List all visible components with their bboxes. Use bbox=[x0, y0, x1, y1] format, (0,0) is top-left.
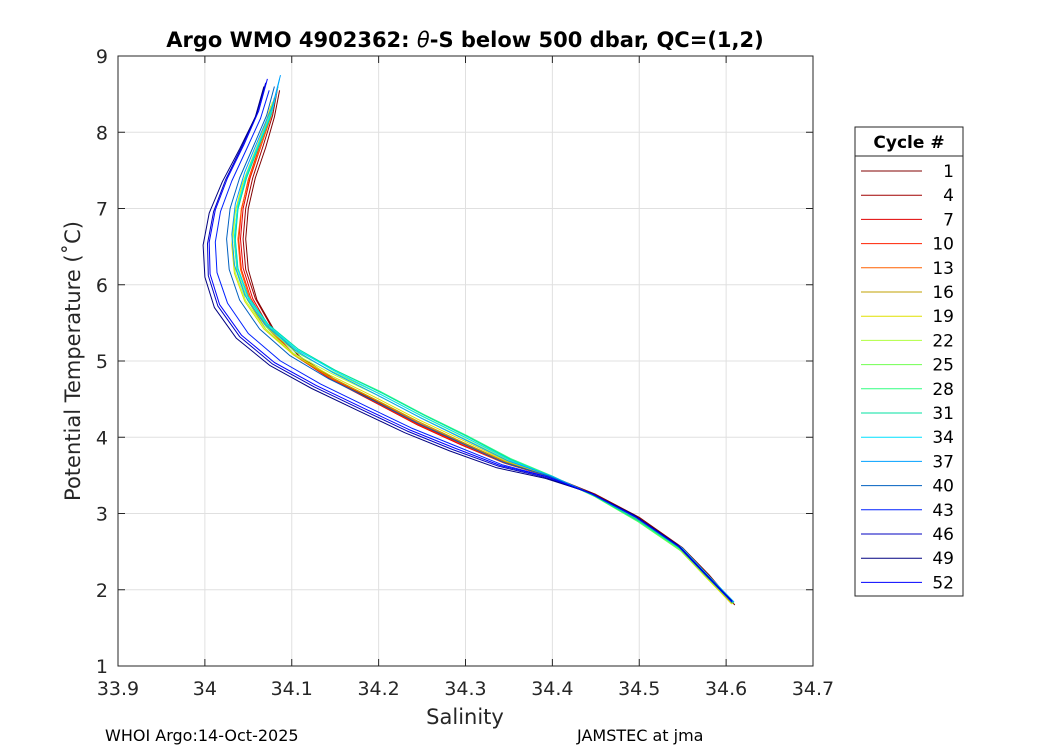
legend-label-cycle-19: 19 bbox=[932, 307, 954, 327]
legend-title: Cycle # bbox=[873, 133, 944, 153]
legend-box bbox=[854, 126, 964, 597]
legend-label-cycle-13: 13 bbox=[932, 259, 954, 279]
y-axis-ticks: 1 2 3 4 5 6 7 8 9 bbox=[96, 46, 813, 678]
title-prefix: Argo WMO 4902362: bbox=[166, 28, 417, 52]
x-tick-label: 34.5 bbox=[618, 678, 660, 700]
y-tick-label: 5 bbox=[96, 351, 108, 373]
y-tick-label: 7 bbox=[96, 199, 108, 221]
y-tick-label: 2 bbox=[96, 580, 108, 602]
y-tick-label: 4 bbox=[96, 427, 108, 449]
legend-label-cycle-46: 46 bbox=[932, 525, 954, 545]
y-tick-label: 9 bbox=[96, 46, 108, 68]
series-line-cycle-49 bbox=[202, 86, 732, 601]
legend-label-cycle-16: 16 bbox=[932, 283, 954, 303]
legend-label-cycle-1: 1 bbox=[943, 162, 954, 182]
footer-source: WHOI Argo:14-Oct-2025 bbox=[105, 726, 299, 745]
legend-label-cycle-7: 7 bbox=[943, 210, 954, 230]
y-axis-label: Potential Temperature (˚C) bbox=[61, 221, 85, 501]
legend: Cycle # 1 4 7 10 13 16 19 22 25 28 31 34 37 40 43 46 49 5… bbox=[854, 126, 964, 597]
series-lines bbox=[202, 74, 736, 606]
legend-label-cycle-34: 34 bbox=[932, 428, 954, 448]
title-suffix: -S below 500 dbar, QC=(1,2) bbox=[430, 28, 764, 52]
grid-lines bbox=[117, 55, 814, 667]
series-line-cycle-31 bbox=[234, 86, 735, 603]
legend-label-cycle-22: 22 bbox=[932, 331, 954, 351]
legend-label-cycle-43: 43 bbox=[932, 501, 954, 521]
chart-title: Argo WMO 4902362: θ-S below 500 dbar, QC… bbox=[166, 28, 763, 52]
legend-label-cycle-40: 40 bbox=[932, 477, 954, 497]
legend-label-cycle-10: 10 bbox=[932, 235, 954, 255]
y-tick-label: 6 bbox=[96, 275, 108, 297]
x-tick-label: 34.7 bbox=[792, 678, 834, 700]
y-tick-label: 3 bbox=[96, 504, 108, 526]
legend-label-cycle-37: 37 bbox=[932, 452, 954, 472]
y-tick-label: 8 bbox=[96, 122, 108, 144]
x-axis-label: Salinity bbox=[426, 705, 504, 729]
x-tick-label: 34.2 bbox=[357, 678, 399, 700]
y-tick-label: 1 bbox=[96, 656, 108, 678]
legend-items: 1 4 7 10 13 16 19 22 25 28 31 34 37 40 43 46 49 52 bbox=[861, 162, 954, 593]
legend-label-cycle-28: 28 bbox=[932, 380, 954, 400]
legend-label-cycle-52: 52 bbox=[932, 573, 954, 593]
x-tick-label: 33.9 bbox=[97, 678, 139, 700]
x-tick-label: 34.1 bbox=[271, 678, 313, 700]
x-tick-label: 34.4 bbox=[531, 678, 573, 700]
x-axis-ticks: 33.9 34 34.1 34.2 34.3 34.4 34.5 34.6 34.7 bbox=[97, 56, 834, 700]
legend-label-cycle-49: 49 bbox=[932, 549, 954, 569]
x-tick-label: 34.6 bbox=[705, 678, 747, 700]
legend-label-cycle-31: 31 bbox=[932, 404, 954, 424]
title-theta: θ bbox=[417, 28, 430, 52]
x-tick-label: 34 bbox=[193, 678, 217, 700]
footer-credit: JAMSTEC at jma bbox=[576, 726, 703, 745]
legend-label-cycle-4: 4 bbox=[943, 186, 954, 206]
legend-label-cycle-25: 25 bbox=[932, 356, 954, 376]
x-tick-label: 34.3 bbox=[444, 678, 486, 700]
series-line-cycle-52 bbox=[208, 78, 733, 603]
